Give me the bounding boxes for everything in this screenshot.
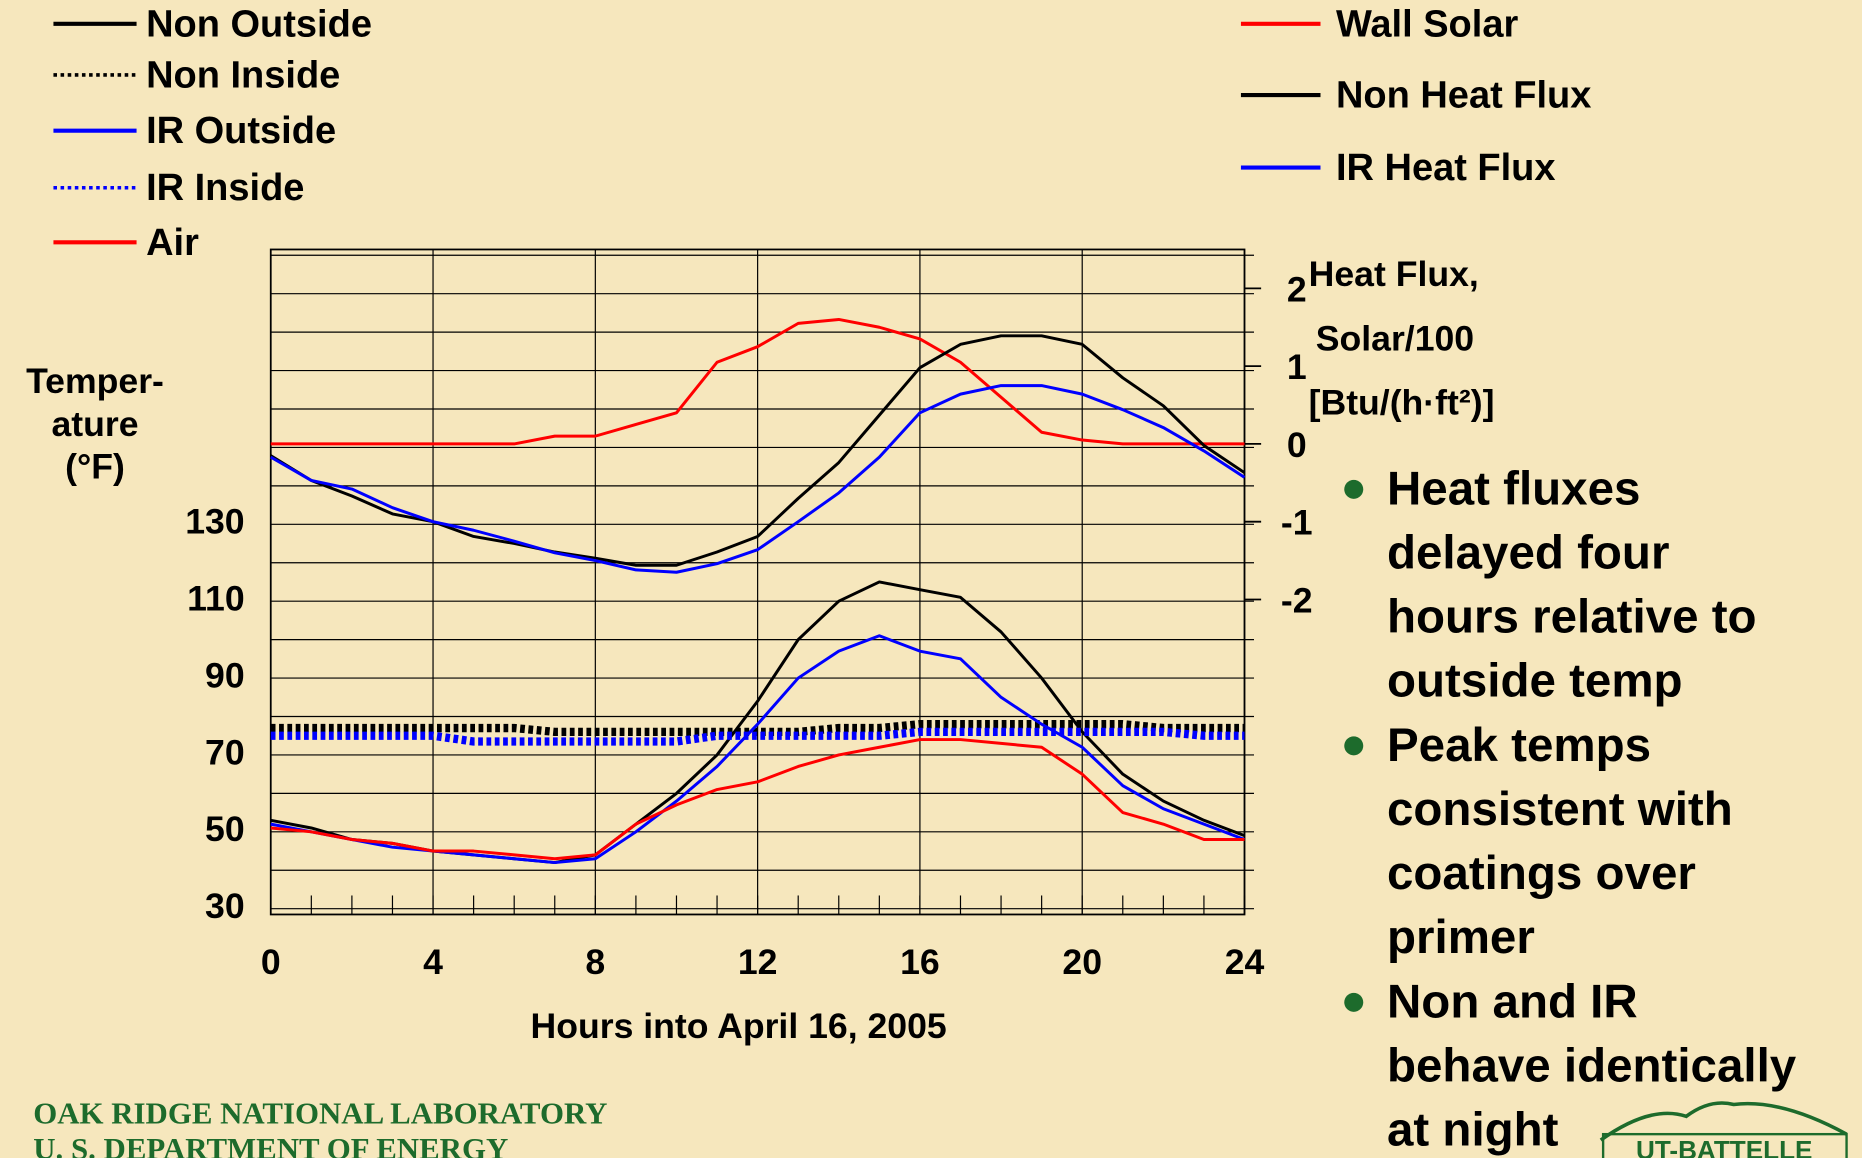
series-line [270, 738, 1245, 861]
logo-box [1601, 1132, 1848, 1158]
legend-label: Non Outside [146, 3, 372, 45]
y2-axis-label: Solar/100 [1316, 318, 1474, 358]
series-line [270, 727, 1245, 746]
bullet-text: behave identically [1387, 1039, 1797, 1092]
x-axis-label: Hours into April 16, 2005 [531, 1006, 947, 1046]
y2-tick-label: -1 [1281, 503, 1313, 543]
legend-label: Wall Solar [1336, 3, 1519, 45]
bullet-text: consistent with [1387, 783, 1733, 836]
footer-doe: U. S. DEPARTMENT OF ENERGY [33, 1131, 508, 1158]
y-tick-label: 50 [205, 809, 245, 849]
y-tick-label: 30 [205, 886, 245, 926]
y2-tick-label: 1 [1287, 347, 1307, 387]
y2-axis-label: [Btu/(h·ft²)] [1309, 382, 1495, 422]
y-axis-label: ature [51, 404, 138, 444]
x-tick-label: 16 [900, 942, 940, 982]
bullet-dot [1344, 736, 1364, 756]
series-line [270, 384, 1246, 574]
bullet-text: Non and IR [1387, 975, 1638, 1028]
bullet-text: primer [1387, 911, 1535, 964]
y-tick-label: 70 [205, 732, 245, 772]
series-line [270, 317, 1245, 446]
bullet-text: outside temp [1387, 655, 1683, 708]
logo-text: UT-BATTELLE [1636, 1135, 1812, 1158]
bullet-dot [1344, 479, 1364, 499]
y-axis-label: Temper- [26, 361, 164, 401]
x-tick-label: 0 [261, 942, 281, 982]
bullet-text: hours relative to [1387, 591, 1757, 644]
bullet-text: coatings over [1387, 847, 1696, 900]
legend-label: Non Inside [146, 54, 340, 96]
y-axis-label: (°F) [65, 447, 125, 487]
x-tick-label: 12 [738, 942, 778, 982]
legend-label: Air [146, 222, 199, 264]
y-tick-label: 90 [205, 655, 245, 695]
legend-label: IR Outside [146, 110, 336, 152]
legend-label: IR Inside [146, 167, 304, 209]
legend-label: Non Heat Flux [1336, 75, 1591, 117]
y2-tick-label: 2 [1287, 269, 1307, 309]
y2-tick-label: -2 [1281, 580, 1313, 620]
bullet-text: Heat fluxes [1387, 462, 1640, 515]
bullet-text: delayed four [1387, 526, 1669, 579]
footer-lab: OAK RIDGE NATIONAL LABORATORY [33, 1095, 607, 1130]
bullet-text: Peak temps [1387, 719, 1651, 772]
x-tick-label: 8 [585, 942, 605, 982]
bullet-text: at night [1387, 1104, 1559, 1157]
y-tick-label: 110 [187, 579, 244, 619]
y-tick-label: 130 [185, 502, 244, 542]
logo-mountains [1599, 1101, 1848, 1142]
legend-label: IR Heat Flux [1336, 147, 1556, 189]
x-tick-label: 20 [1062, 942, 1102, 982]
y2-tick-label: 0 [1287, 425, 1307, 465]
series-line [270, 720, 1245, 737]
x-tick-label: 24 [1225, 942, 1265, 982]
bullet-dot [1344, 992, 1364, 1012]
y2-axis-label: Heat Flux, [1309, 254, 1479, 294]
x-tick-label: 4 [423, 942, 443, 982]
